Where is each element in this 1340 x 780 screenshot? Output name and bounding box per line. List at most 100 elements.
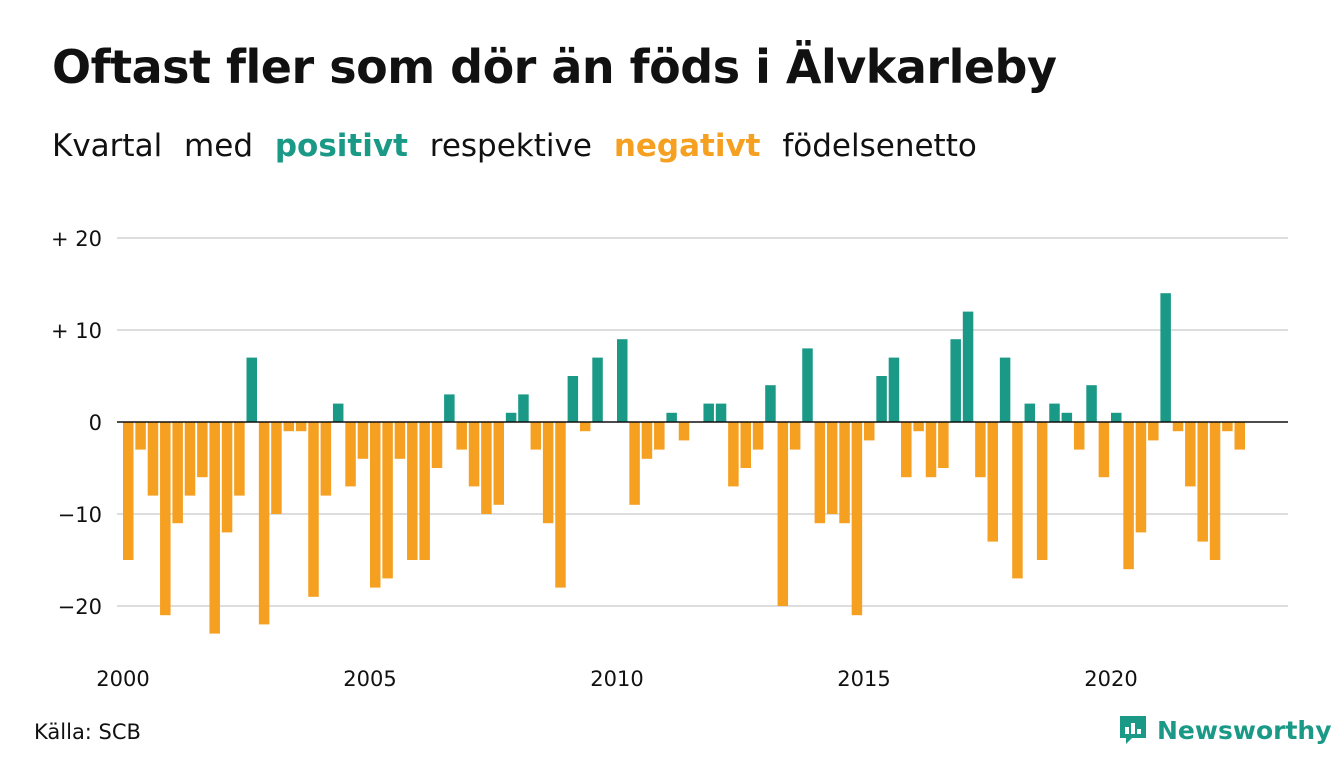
bar-positive [1160, 293, 1171, 422]
bar-negative [456, 422, 467, 450]
y-tick-label: −20 [58, 595, 102, 619]
bar-negative [839, 422, 850, 524]
bar-negative [135, 422, 146, 450]
x-tick-label: 2020 [1084, 667, 1137, 691]
bar-negative [345, 422, 356, 487]
bar-negative [987, 422, 998, 542]
bar-positive [567, 376, 579, 422]
bar-positive [876, 376, 887, 422]
x-tick-labels: 2000 2005 2010 2015 2020 [96, 667, 1137, 691]
bar-negative [1172, 422, 1184, 432]
y-tick-label: −10 [58, 503, 102, 527]
bar-negative [1123, 422, 1134, 570]
y-tick-labels: + 20 + 10 0 −10 −20 [51, 227, 102, 619]
bar-negative [901, 422, 912, 478]
bar-negative [308, 422, 319, 597]
bar-negative [1209, 422, 1221, 560]
x-tick-label: 2005 [343, 667, 396, 691]
bar-positive [332, 403, 344, 422]
bar-negative [419, 422, 430, 560]
bar-negative [493, 422, 504, 505]
chart-subtitle: Kvartal med positivt respektive negativt… [52, 128, 989, 164]
bar-negative [234, 422, 245, 496]
bar-negative [468, 422, 480, 487]
bar-negative [431, 422, 443, 468]
bar-negative [1135, 422, 1147, 533]
bar-negative [271, 422, 282, 514]
subtitle-keyword-positive: positivt [274, 128, 408, 164]
bar-positive [765, 385, 776, 422]
brand-name: Newsworthy [1157, 715, 1332, 745]
bar-negative [123, 422, 134, 560]
bar-negative [975, 422, 986, 478]
bar-negative [320, 422, 332, 496]
bar-negative [197, 422, 208, 478]
bar-positive [518, 394, 529, 422]
bar-negative [814, 422, 826, 524]
bar-negative [370, 422, 381, 588]
bar-negative [938, 422, 949, 468]
bar-negative [925, 422, 937, 478]
bar-negative [1098, 422, 1110, 478]
bar-negative [160, 422, 171, 616]
bar-negative [777, 422, 789, 606]
bar-negative [789, 422, 801, 450]
bar-negative [394, 422, 406, 459]
bar-negative [283, 422, 295, 432]
chart-title: Oftast fler som dör än föds i Älvkarleby [52, 40, 1057, 94]
bar-positive [666, 412, 677, 422]
y-tick-label: + 10 [51, 319, 102, 343]
bar-negative [678, 422, 690, 441]
bar-negative [221, 422, 233, 533]
bar-positive [802, 348, 813, 422]
bar-positive [246, 357, 257, 422]
bar-chart: + 20 + 10 0 −10 −20 2000 2005 2010 2015 2020 [51, 227, 1288, 691]
bar-negative [1234, 422, 1245, 450]
bar-negative [382, 422, 393, 579]
subtitle-word-med: med [184, 128, 253, 164]
bar-positive [505, 412, 517, 422]
bar-positive [715, 403, 727, 422]
bar-negative [728, 422, 739, 487]
bar-positive [592, 357, 603, 422]
bar-positive [950, 339, 961, 422]
bar-negative [752, 422, 764, 450]
bar-negative [913, 422, 924, 432]
bar-positive [617, 339, 628, 422]
bar-negative [1185, 422, 1196, 487]
bar-negative [258, 422, 270, 625]
bar-negative [579, 422, 591, 432]
bar-negative [1012, 422, 1023, 579]
bar-negative [851, 422, 863, 616]
bar-negative [864, 422, 875, 441]
bar-negative [542, 422, 554, 524]
bar-positive [703, 403, 714, 422]
y-tick-label: + 20 [51, 227, 102, 251]
bar-positive [1111, 412, 1122, 422]
subtitle-keyword-negative: negativt [613, 128, 761, 164]
y-tick-label: 0 [89, 411, 102, 435]
bar-negative [629, 422, 640, 505]
bar-positive [888, 357, 900, 422]
bar-negative [209, 422, 220, 634]
source-note: Källa: SCB [34, 720, 141, 744]
bar-negative [555, 422, 566, 588]
bar-negative [481, 422, 492, 514]
x-tick-label: 2010 [590, 667, 643, 691]
bar-negative [530, 422, 542, 450]
bar-layer [123, 293, 1245, 634]
bar-negative [147, 422, 159, 496]
bar-positive [1086, 385, 1097, 422]
bar-positive [1024, 403, 1036, 422]
bar-negative [172, 422, 183, 524]
bar-negative [654, 422, 665, 450]
bar-positive [999, 357, 1011, 422]
bar-negative [826, 422, 838, 514]
subtitle-word-kvartal: Kvartal [52, 128, 163, 164]
subtitle-word-fodelsenetto: födelsenetto [782, 128, 977, 164]
bar-negative [357, 422, 369, 459]
bar-positive [1061, 412, 1073, 422]
bar-negative [184, 422, 196, 496]
bar-negative [407, 422, 418, 560]
bar-positive [962, 311, 974, 422]
